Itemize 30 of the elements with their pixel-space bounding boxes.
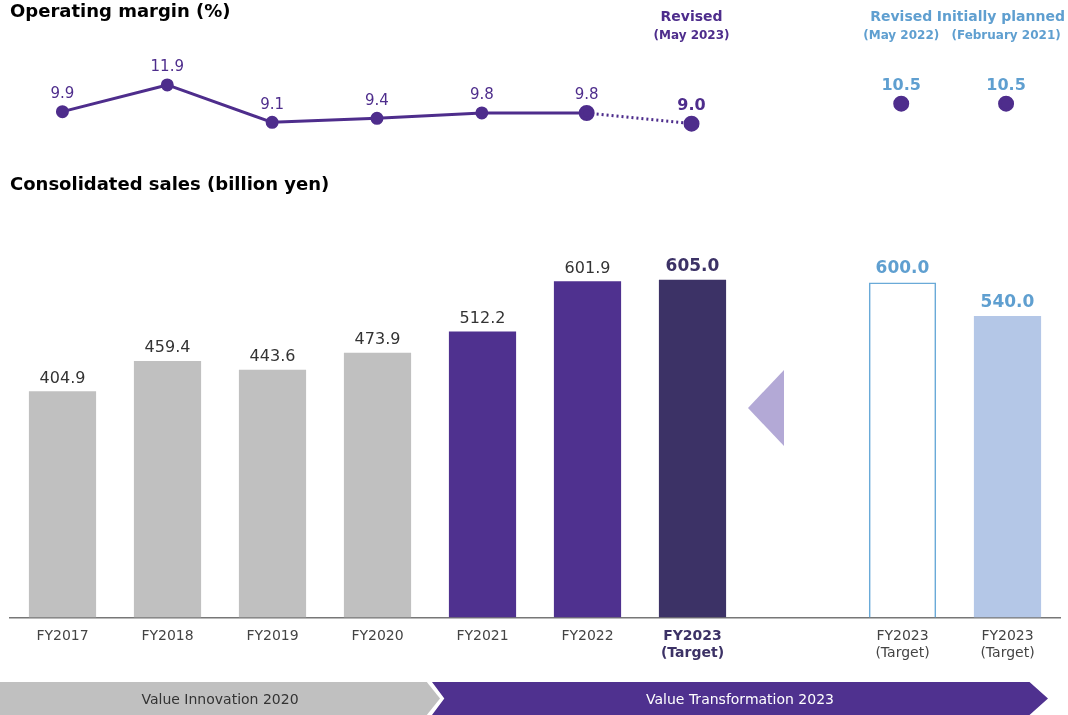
x-tick-label: FY2023 (Target) — [875, 627, 930, 661]
text: Revised (May 2023) — [653, 7, 730, 43]
x-tick-label: FY2023 (Target) — [980, 627, 1035, 661]
data-label: 600.0 — [875, 257, 930, 278]
x-tick-label: FY2023 (Target) — [660, 627, 725, 661]
data-label: 459.4 — [144, 337, 191, 357]
x-tick-label: FY2022 — [561, 627, 614, 644]
data-label: 11.9 — [150, 57, 184, 76]
data-label: 473.9 — [354, 328, 401, 348]
x-tick-label: FY2020 — [351, 627, 404, 644]
data-label: 10.5 — [881, 74, 921, 94]
data-label: 9.1 — [260, 94, 285, 113]
x-tick-label: FY2017 — [36, 627, 89, 644]
x-tick-label: FY2019 — [246, 627, 299, 644]
x-tick-label: FY2018 — [141, 627, 194, 644]
x-tick-label: FY2021 — [456, 627, 509, 644]
data-label: 9.8 — [469, 85, 494, 104]
data-label: 9.0 — [677, 94, 706, 114]
data-label: 601.9 — [564, 257, 611, 277]
data-label: 512.2 — [459, 307, 506, 327]
data-label: 9.9 — [50, 84, 75, 103]
data-label: 540.0 — [980, 290, 1035, 311]
data-label: 443.6 — [249, 345, 296, 365]
data-label: 404.9 — [39, 367, 86, 387]
data-label: 10.5 — [986, 74, 1026, 94]
data-label: 9.4 — [365, 90, 389, 109]
chart-title: Operating margin (%) — [10, 0, 231, 22]
data-label: 9.8 — [574, 85, 599, 104]
data-label: 605.0 — [665, 254, 720, 275]
chart-title: Consolidated sales (billion yen) — [10, 173, 330, 195]
